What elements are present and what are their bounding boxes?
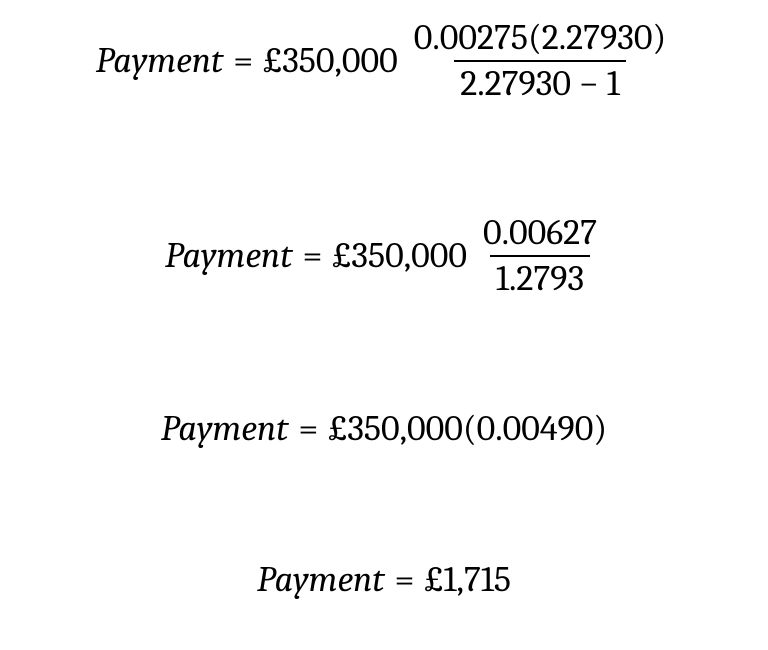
fraction-1: 0.00275(2.27930) 2.27930 − 1	[408, 18, 673, 103]
fraction-1-numerator: 0.00275(2.27930)	[408, 18, 673, 60]
fraction-2-numerator: 0.00627	[477, 213, 603, 255]
payment-label: Payment	[257, 559, 385, 600]
equation-row-4: Payment = £1,715	[257, 559, 511, 600]
equation-row-2: Payment = £350,000 0.00627 1.2793	[165, 213, 603, 298]
principal-amount: £350,000	[263, 40, 398, 81]
principal-amount: £350,000	[332, 235, 467, 276]
product-expression: £350,000(0.00490)	[328, 408, 607, 449]
equals-sign: =	[298, 408, 318, 449]
fraction-2-denominator: 1.2793	[490, 255, 590, 299]
equation-row-1: Payment = £350,000 0.00275(2.27930) 2.27…	[96, 18, 673, 103]
final-result: £1,715	[424, 559, 510, 600]
equations-container: Payment = £350,000 0.00275(2.27930) 2.27…	[0, 0, 768, 650]
equals-sign: =	[233, 40, 253, 81]
equals-sign: =	[395, 559, 415, 600]
fraction-1-denominator: 2.27930 − 1	[454, 60, 626, 104]
payment-label: Payment	[96, 40, 224, 81]
fraction-2: 0.00627 1.2793	[477, 213, 603, 298]
equation-row-3: Payment = £350,000(0.00490)	[161, 408, 607, 449]
payment-label: Payment	[161, 408, 289, 449]
equals-sign: =	[302, 235, 322, 276]
payment-label: Payment	[165, 235, 293, 276]
